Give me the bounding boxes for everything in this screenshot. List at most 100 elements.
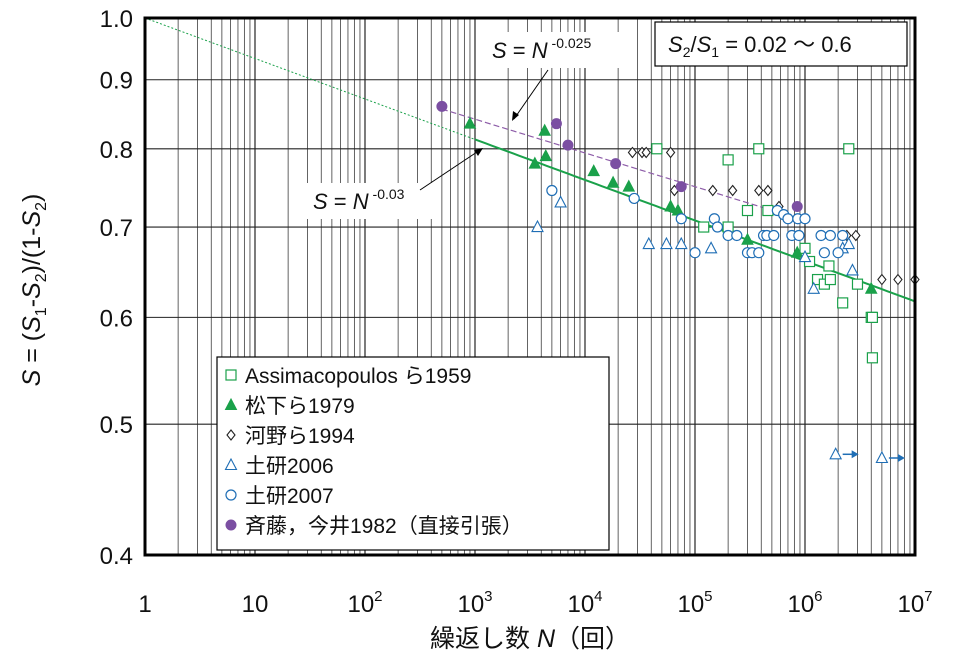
series-5 xyxy=(436,100,803,212)
y-tick-label: 0.9 xyxy=(100,68,133,95)
y-tick-label: 0.5 xyxy=(100,412,133,439)
filled-circle-marker xyxy=(436,100,448,112)
open-square-marker xyxy=(866,352,879,364)
chart-labels: 0.4 0.5 0.6 0.7 0.8 0.9 1.0 1 10 102 103 104 105 106 1… xyxy=(18,6,933,653)
x-tick-label: 1 xyxy=(138,591,151,618)
leader-arrow-0030 xyxy=(474,148,483,156)
legend-entry-2: 河野ら1994 xyxy=(245,425,355,448)
open-triangle-marker xyxy=(642,236,656,250)
y-tick-label: 1.0 xyxy=(100,6,133,33)
filled-triangle-marker xyxy=(790,245,804,258)
legend-entry-1: 松下ら1979 xyxy=(245,395,355,418)
open-circle-marker xyxy=(799,213,811,225)
fit-label-0030: S = N -0.03 xyxy=(313,186,405,214)
runout-arrow-head xyxy=(851,450,859,459)
open-square-marker xyxy=(753,143,765,155)
open-circle-marker xyxy=(818,247,830,259)
open-circle-marker xyxy=(689,247,701,259)
filled-triangle-marker xyxy=(664,199,677,212)
open-triangle-marker xyxy=(846,263,859,276)
filled-triangle-marker xyxy=(622,179,636,192)
open-diamond-marker xyxy=(226,429,236,441)
open-diamond-marker xyxy=(627,146,638,159)
series-0 xyxy=(651,143,879,364)
open-circle-marker xyxy=(837,229,849,242)
open-diamond-marker xyxy=(727,184,738,197)
y-tick-label: 0.6 xyxy=(100,305,133,332)
x-axis-label: 繰返し数 N（回） xyxy=(430,625,630,653)
leader-arrow-0025 xyxy=(512,111,519,121)
y-tick-label: 0.7 xyxy=(100,215,133,242)
open-diamond-marker xyxy=(877,273,887,286)
legend-entry-0: Assimacopoulos ら1959 xyxy=(245,365,471,388)
filled-circle-marker xyxy=(562,139,574,151)
open-circle-marker xyxy=(832,247,844,259)
y-tick-label: 0.4 xyxy=(100,543,133,570)
open-square-marker xyxy=(837,297,849,309)
filled-circle-marker xyxy=(791,200,803,212)
filled-circle-marker xyxy=(225,519,237,531)
legend-entry-5: 斉藤，今井1982（直接引張） xyxy=(245,515,523,538)
series-2 xyxy=(627,146,920,286)
filled-triangle-marker xyxy=(606,175,620,188)
open-square-marker xyxy=(698,221,710,233)
open-square-marker xyxy=(651,143,663,155)
open-triangle-marker xyxy=(875,450,889,464)
filled-circle-marker xyxy=(610,158,622,170)
open-circle-marker xyxy=(793,229,805,242)
plot-frame xyxy=(143,16,917,557)
open-diamond-marker xyxy=(708,184,718,197)
open-square-marker xyxy=(225,369,237,381)
annotation-text: S2/S1 = 0.02 ～ 0.6 xyxy=(668,32,852,60)
filled-triangle-marker xyxy=(224,397,238,410)
open-triangle-marker xyxy=(842,236,856,250)
legend-box xyxy=(216,356,610,551)
x-tick-label: 107 xyxy=(897,588,932,618)
x-tick-label: 103 xyxy=(457,588,492,618)
open-square-marker xyxy=(843,143,855,155)
open-circle-marker xyxy=(628,192,640,205)
x-tick-label: 104 xyxy=(567,588,602,618)
open-triangle-marker xyxy=(531,219,544,233)
open-diamond-marker xyxy=(665,146,676,159)
open-triangle-marker xyxy=(798,249,812,263)
x-tick-label: 105 xyxy=(677,588,712,618)
fit-label-0025-bg xyxy=(484,32,620,68)
open-triangle-marker xyxy=(660,236,673,250)
open-circle-marker xyxy=(753,247,765,259)
open-square-marker xyxy=(722,154,734,166)
open-square-marker xyxy=(851,278,864,290)
fit-label-0030-bg xyxy=(305,183,441,219)
open-circle-marker xyxy=(768,229,780,242)
open-circle-marker xyxy=(782,213,794,225)
series-3 xyxy=(531,195,889,464)
series-1 xyxy=(463,116,878,294)
y-tick-label: 0.8 xyxy=(100,137,133,164)
filled-circle-marker xyxy=(675,181,687,193)
open-triangle-marker xyxy=(224,457,238,471)
open-triangle-marker xyxy=(829,447,843,460)
data-points xyxy=(436,100,920,464)
annotation-box xyxy=(654,21,908,67)
filled-triangle-marker xyxy=(528,156,542,169)
x-tick-label: 102 xyxy=(347,588,382,618)
leader-line-0030 xyxy=(419,149,481,191)
open-square-marker xyxy=(866,311,879,323)
open-triangle-marker xyxy=(704,241,718,254)
open-circle-marker xyxy=(675,213,687,225)
open-square-marker xyxy=(741,204,754,217)
fit-line-0030 xyxy=(474,138,916,303)
series-4 xyxy=(546,184,849,259)
legend-entry-3: 土研2006 xyxy=(245,455,334,478)
open-circle-marker xyxy=(711,221,724,233)
open-circle-marker xyxy=(546,184,558,197)
open-circle-marker xyxy=(225,489,237,501)
open-diamond-marker xyxy=(893,273,903,286)
filled-triangle-marker xyxy=(587,164,601,177)
x-tick-label: 10 xyxy=(242,591,269,618)
leader-line-0025 xyxy=(513,69,549,120)
filled-triangle-marker xyxy=(864,281,878,294)
filled-circle-marker xyxy=(550,118,562,130)
x-tick-label: 106 xyxy=(787,588,822,618)
